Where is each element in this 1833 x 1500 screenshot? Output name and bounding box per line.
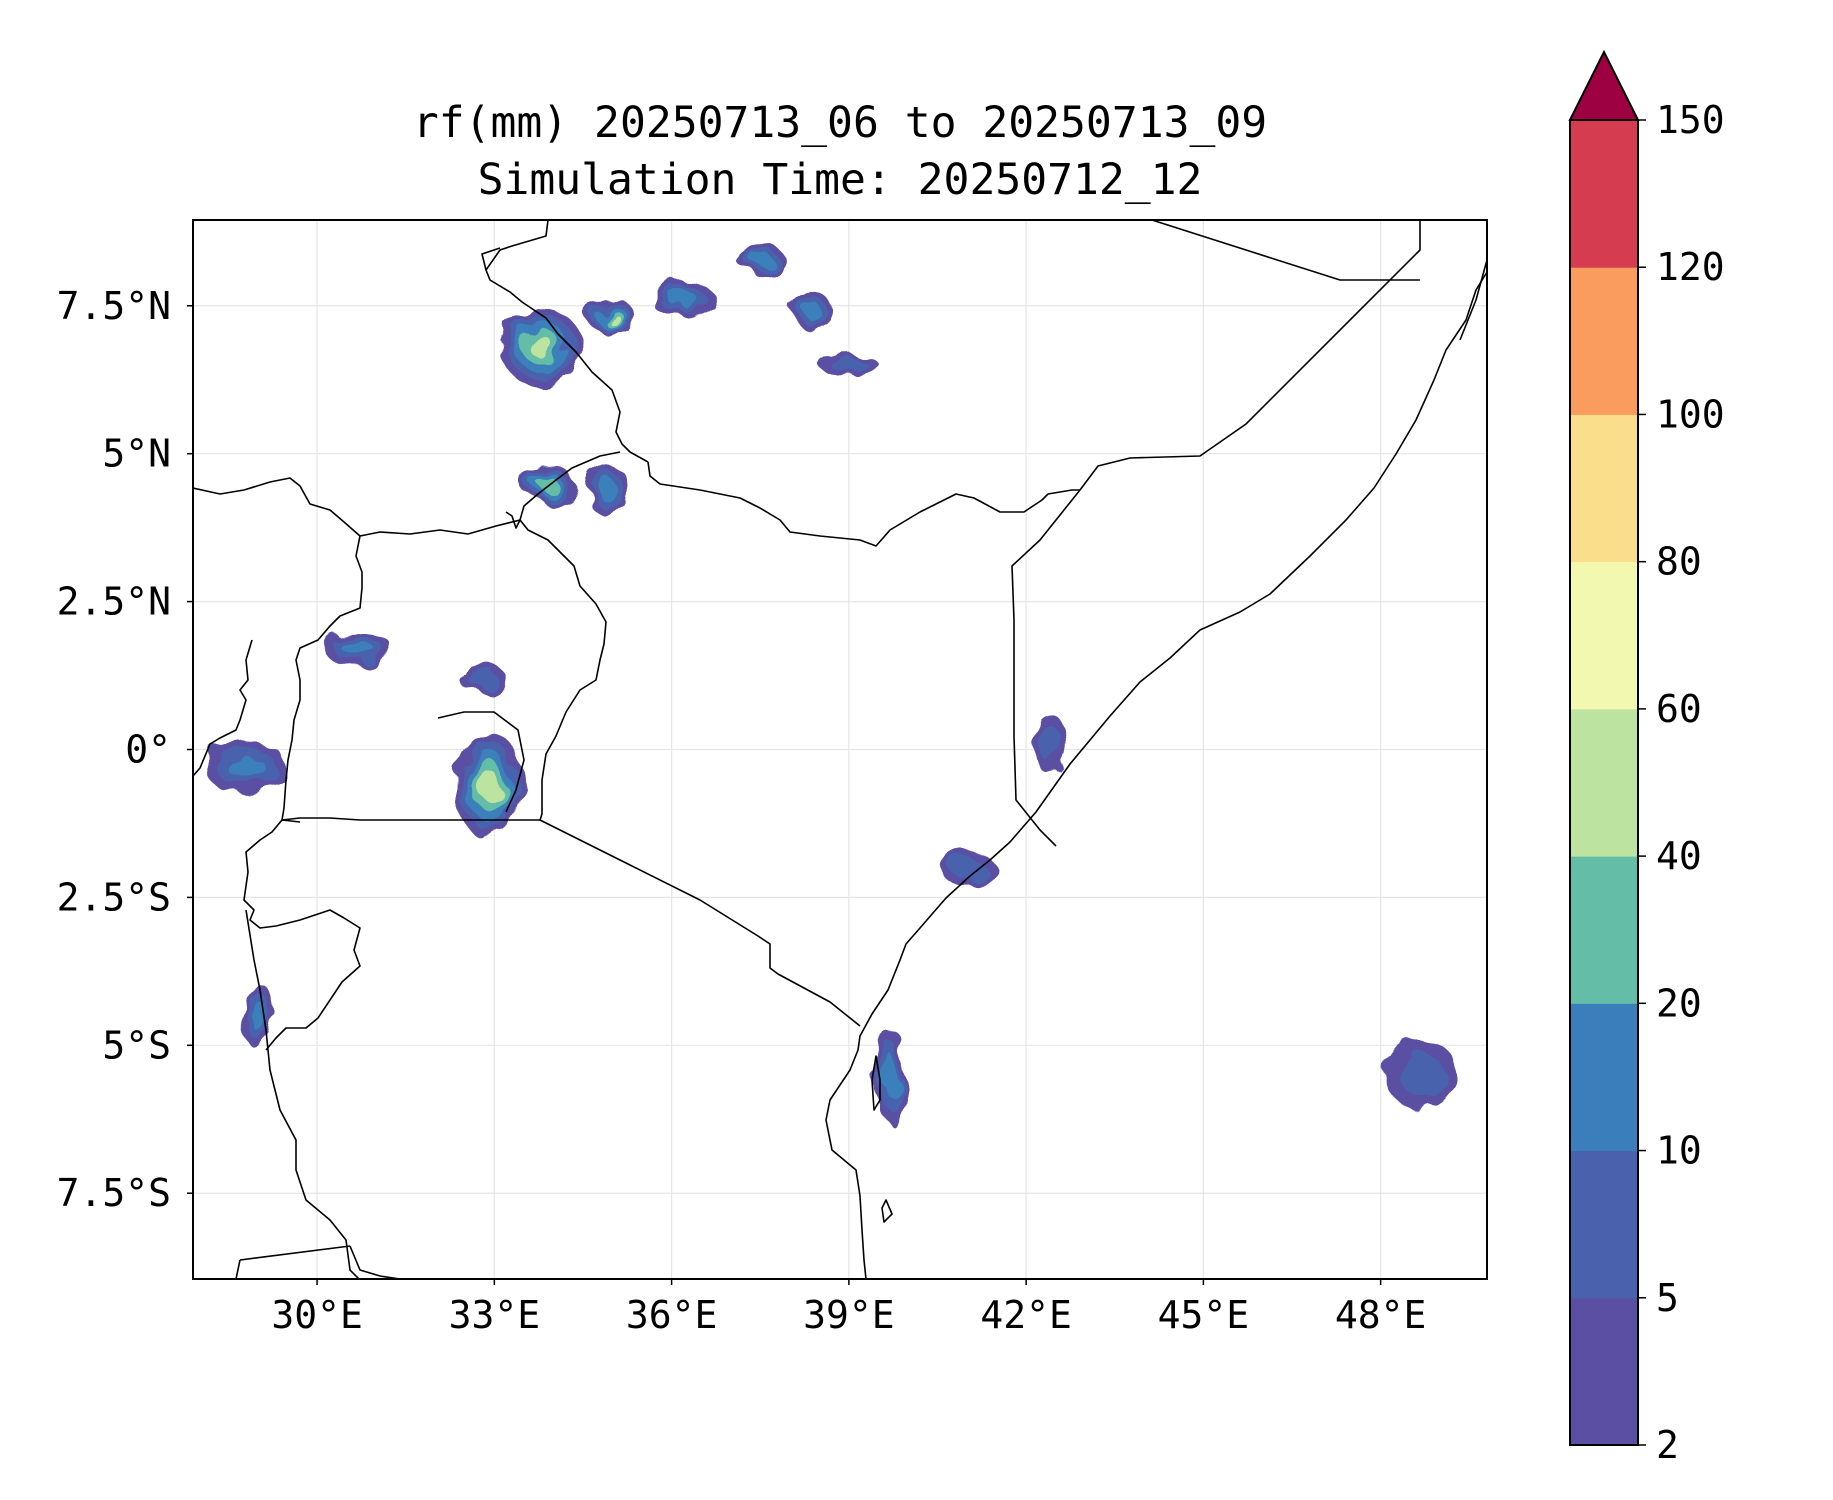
border-rwanda-burundi <box>243 819 361 1051</box>
title-line-1: rf(mm) 20250713_06 to 20250713_09 <box>413 98 1267 148</box>
gulf-of-aden <box>1459 259 1487 341</box>
rain-cell-7-level-2 <box>597 477 616 502</box>
y-tick-label: 7.5°S <box>57 1171 171 1215</box>
x-tick-label: 45°E <box>1158 1293 1250 1337</box>
zanzibar-island <box>871 1055 881 1111</box>
border-tanzania-zambia <box>239 1245 351 1261</box>
colorbar-segment-7 <box>1570 267 1638 415</box>
colorbar-tick-label: 40 <box>1656 834 1702 878</box>
rain-cell-11-level-2 <box>227 755 265 780</box>
colorbar-segment-4 <box>1570 708 1638 857</box>
x-tick-label: 42°E <box>980 1293 1072 1337</box>
rain-cell-14-level-1 <box>1038 725 1061 762</box>
colorbar-segment-1 <box>1570 1150 1638 1299</box>
colorbar-frame <box>1569 119 1639 1446</box>
rain-cell-10-level-1 <box>467 669 498 688</box>
colorbar-segment-3 <box>1570 856 1638 1004</box>
y-tick-label: 2.5°N <box>57 580 171 624</box>
border-lake-malawi <box>235 1245 401 1279</box>
border-tanganyika <box>245 909 361 1279</box>
x-tick-label: 33°E <box>449 1293 541 1337</box>
rain-cell-12-level-2 <box>250 1001 266 1031</box>
rain-cell-1-level-4 <box>605 312 620 323</box>
border-somaliland <box>1151 220 1420 281</box>
rain-cell-13-level-1 <box>950 856 984 879</box>
colorbar-tick-label: 120 <box>1656 245 1725 289</box>
x-axis-ticks: 30°E 33°E 36°E 39°E 42°E 45°E 48°E <box>271 1279 1426 1337</box>
rain-cell-9-level-4 <box>478 769 499 801</box>
lake-victoria-shore <box>437 711 525 813</box>
x-tick-label: 39°E <box>803 1293 895 1337</box>
colorbar-segment-0 <box>1570 1297 1638 1446</box>
x-tick-label: 30°E <box>271 1293 363 1337</box>
gridlines <box>193 220 1487 1279</box>
rain-cell-2-level-2 <box>668 291 698 308</box>
rain-cell-3-level-2 <box>749 251 771 266</box>
border-south-sudan-north <box>481 247 501 271</box>
border-uganda <box>281 519 607 821</box>
border-south-sudan-ethiopia <box>485 220 649 463</box>
coastline-east-africa <box>825 271 1487 1279</box>
country-borders <box>193 220 1421 1279</box>
y-tick-label: 5°N <box>102 432 171 476</box>
colorbar-segment-6 <box>1570 414 1638 563</box>
border-kenya-tanzania <box>539 819 861 1027</box>
rain-cell-5-level-1 <box>830 357 868 373</box>
y-axis-ticks: 7.5°N 5°N 2.5°N 0° 2.5°S 5°S 7.5°S <box>57 284 193 1215</box>
y-tick-label: 5°S <box>102 1023 171 1067</box>
rain-cell-4-level-2 <box>804 303 823 320</box>
border-ethiopia-somalia <box>1079 220 1421 491</box>
rain-cell-8-level-2 <box>342 642 375 656</box>
colorbar-segment-5 <box>1570 561 1638 710</box>
y-tick-label: 7.5°N <box>57 284 171 328</box>
rain-cell-0-level-4 <box>529 336 554 359</box>
x-tick-label: 36°E <box>626 1293 718 1337</box>
y-tick-label: 2.5°S <box>57 875 171 919</box>
rain-cell-6-level-3 <box>538 477 557 490</box>
colorbar-tick-label: 2 <box>1656 1423 1679 1467</box>
colorbar-segment-8 <box>1570 120 1638 268</box>
rain-cell-15-level-2 <box>883 1053 897 1096</box>
colorbar-tick-label: 80 <box>1656 540 1702 584</box>
colorbar-tick-label: 60 <box>1656 687 1702 731</box>
title-line-2: Simulation Time: 20250712_12 <box>478 155 1203 205</box>
y-tick-label: 0° <box>125 728 171 772</box>
x-tick-label: 48°E <box>1335 1293 1427 1337</box>
coastline <box>437 259 1487 1279</box>
colorbar-tick-label: 10 <box>1656 1129 1702 1173</box>
colorbar-extend-arrow <box>1568 49 1640 121</box>
colorbar: 2 5 10 20 40 60 80 100 120 150 <box>1568 49 1725 1467</box>
rain-cell-16-level-1 <box>1400 1053 1444 1097</box>
colorbar-segment-2 <box>1570 1003 1638 1152</box>
colorbar-tick-label: 20 <box>1656 981 1702 1025</box>
colorbar-tick-label: 5 <box>1656 1276 1679 1320</box>
border-drc-north <box>193 477 361 777</box>
mafia-island <box>881 1199 893 1223</box>
border-kenya-somalia <box>1011 489 1081 847</box>
colorbar-tick-label: 150 <box>1656 98 1725 142</box>
colorbar-tick-label: 100 <box>1656 392 1725 436</box>
